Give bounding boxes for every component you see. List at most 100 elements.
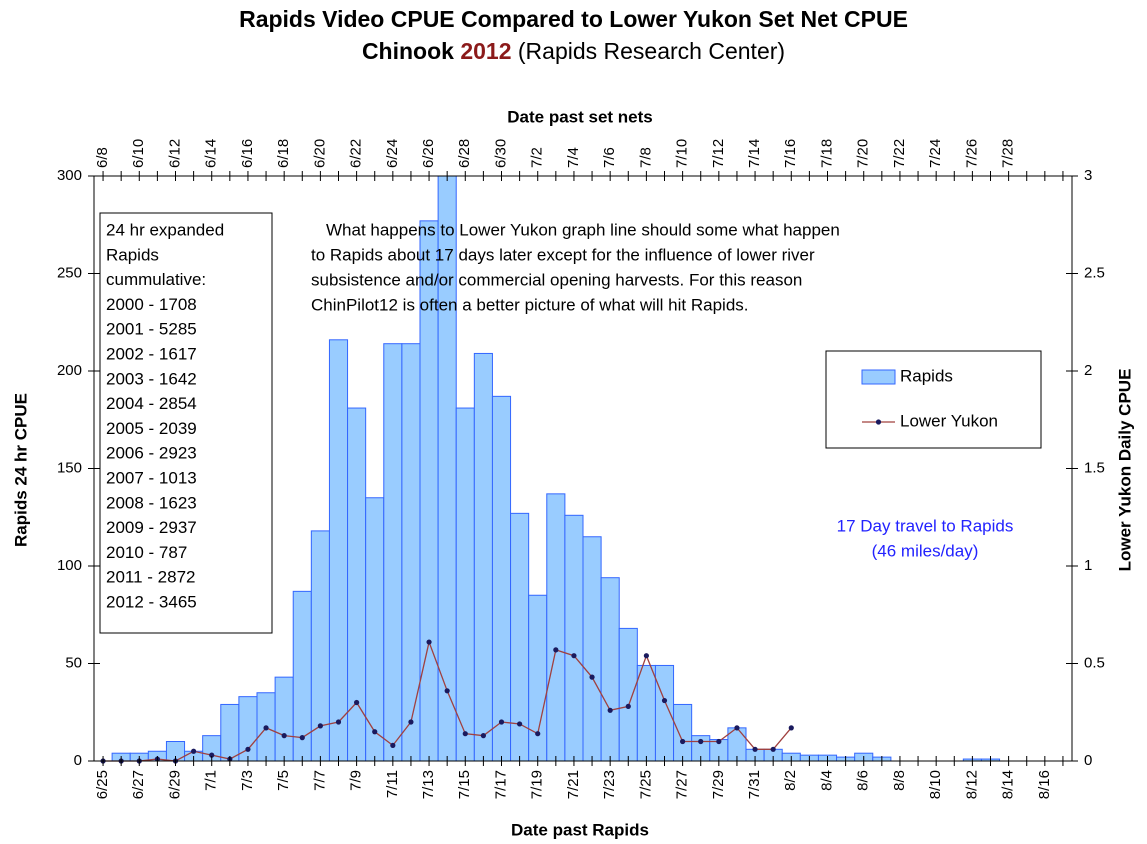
annotation-line: 2007 - 1013 [106, 468, 197, 487]
bar [600, 577, 620, 762]
y-tick-label: 250 [57, 264, 82, 281]
annotation-line: Rapids [106, 245, 159, 264]
top-x-tick-label: 7/2 [529, 147, 546, 168]
annotation-box [99, 212, 273, 634]
chart-subtitle: Chinook 2012 (Rapids Research Center) [0, 38, 1147, 65]
x-tick-label: 7/17 [492, 770, 509, 799]
top-x-tick-label: 7/18 [818, 139, 835, 168]
legend-box [825, 350, 1042, 449]
x-tick-label: 7/9 [348, 770, 365, 791]
line-marker [752, 746, 758, 752]
x-tick-label: 6/27 [130, 770, 147, 799]
y2-tick-label: 0 [1084, 752, 1092, 769]
line-marker [661, 697, 668, 704]
y-tick-label: 100 [57, 557, 82, 574]
annotation-line: 2006 - 2923 [106, 444, 197, 463]
legend-swatch [861, 369, 896, 385]
annotation-line: 2011 - 2872 [106, 568, 195, 587]
top-x-tick-label: 6/20 [311, 139, 328, 168]
note-line: subsistence and/or commercial opening ha… [311, 270, 802, 289]
annotation-line: 2012 - 3465 [106, 592, 197, 611]
travel-note: 17 Day travel to Rapids [837, 516, 1014, 535]
annotation-line: 2010 - 787 [106, 543, 187, 562]
bar [220, 703, 240, 762]
y2-tick-label: 3 [1084, 167, 1092, 184]
line-marker [716, 738, 722, 745]
x-tick-label: 7/23 [601, 770, 618, 799]
line-marker [734, 725, 740, 731]
line-marker [191, 748, 197, 754]
subtitle-source: (Rapids Research Center) [517, 38, 786, 64]
x-tick-label: 7/21 [565, 770, 582, 799]
line-marker [354, 699, 360, 706]
subtitle-species: Chinook [361, 38, 454, 64]
bar [274, 676, 294, 762]
x-tick-label: 6/29 [166, 770, 183, 799]
y-tick-label: 150 [57, 459, 82, 476]
bar [564, 514, 584, 762]
line-marker [698, 738, 704, 745]
note-line: What happens to Lower Yukon graph line s… [326, 220, 840, 239]
line-marker [788, 725, 794, 731]
annotation-line: 2005 - 2039 [106, 419, 197, 438]
top-x-tick-label: 7/4 [565, 147, 582, 168]
line-marker [535, 731, 541, 737]
top-x-tick-label: 6/10 [130, 139, 147, 168]
bar [491, 395, 512, 762]
x-axis-title: Date past Rapids [511, 820, 649, 839]
line-marker [643, 653, 649, 659]
line-marker [408, 719, 414, 725]
x-tick-label: 7/7 [311, 770, 328, 791]
y2-tick-label: 1.5 [1084, 459, 1105, 476]
line-marker [553, 647, 559, 653]
subtitle-year: 2012 [460, 38, 512, 64]
line-marker [625, 703, 631, 710]
top-axis-title: Date past set nets [507, 107, 653, 126]
top-x-tick-label: 7/22 [891, 139, 908, 168]
line-marker [263, 725, 269, 731]
legend-label: Rapids [900, 366, 953, 385]
note-line: to Rapids about 17 days later except for… [311, 245, 815, 264]
annotation-line: 2000 - 1708 [106, 295, 197, 314]
line-marker [589, 674, 595, 680]
bar [401, 343, 421, 762]
top-x-tick-label: 6/22 [348, 139, 365, 168]
annotation-line: 2008 - 1623 [106, 493, 197, 512]
bar [383, 343, 403, 762]
bar [455, 407, 475, 762]
line-marker [517, 721, 523, 727]
x-tick-label: 7/3 [239, 770, 256, 791]
note-line: ChinPilot12 is often a better picture of… [311, 295, 749, 314]
line-marker [281, 733, 287, 739]
top-x-tick-label: 7/8 [637, 147, 654, 168]
y-tick-label: 200 [57, 362, 82, 379]
bar [673, 703, 693, 762]
line-marker [607, 707, 613, 713]
line-marker [680, 738, 686, 745]
x-tick-label: 8/14 [1000, 770, 1017, 799]
x-tick-label: 7/1 [203, 770, 220, 791]
travel-note: (46 miles/day) [872, 541, 979, 560]
x-tick-label: 8/12 [963, 770, 980, 799]
x-tick-label: 7/31 [746, 770, 763, 799]
annotation-line: 2002 - 1617 [106, 344, 197, 363]
x-tick-label: 6/25 [94, 770, 111, 799]
top-x-tick-label: 7/26 [963, 139, 980, 168]
line-marker [372, 729, 378, 735]
legend-marker [875, 419, 882, 425]
line-marker [480, 733, 486, 739]
x-tick-label: 8/16 [1036, 770, 1053, 799]
x-tick-label: 8/8 [891, 770, 908, 791]
line-marker [390, 742, 396, 749]
x-tick-label: 7/27 [674, 770, 691, 799]
line-marker [209, 752, 215, 758]
y2-tick-label: 2.5 [1084, 264, 1105, 281]
top-x-tick-label: 6/24 [384, 139, 401, 168]
chart-title: Rapids Video CPUE Compared to Lower Yuko… [239, 6, 908, 32]
line-marker [770, 746, 776, 752]
x-tick-label: 8/4 [818, 770, 835, 791]
top-x-tick-label: 7/10 [674, 139, 691, 168]
bar [328, 339, 349, 762]
